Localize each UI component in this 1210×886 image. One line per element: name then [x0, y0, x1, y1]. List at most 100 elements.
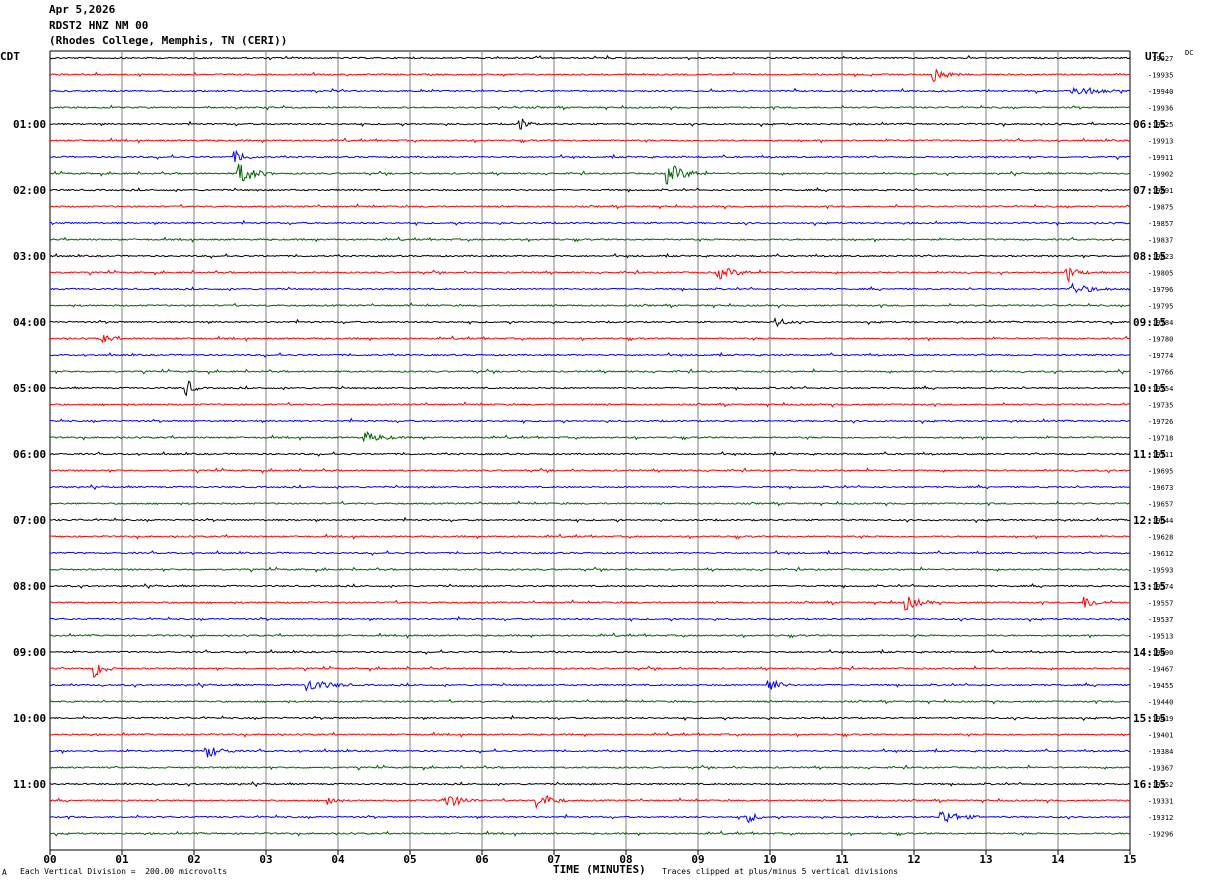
- trace-line: [49, 664, 1131, 678]
- dc-offset-label: -19774: [1148, 352, 1173, 360]
- dc-offset-label: -19936: [1148, 105, 1173, 113]
- trace-line: [49, 549, 1131, 556]
- dc-offset-label: -19711: [1148, 451, 1173, 459]
- trace-line: [49, 533, 1131, 540]
- dc-offset-label: -19891: [1148, 187, 1173, 195]
- left-time-label: 06:00: [13, 448, 46, 461]
- dc-offset-label: -19312: [1148, 814, 1173, 822]
- trace-line: [49, 368, 1131, 375]
- trace-line: [49, 648, 1131, 655]
- trace-line: [49, 417, 1131, 425]
- dc-offset-label: -19467: [1148, 666, 1173, 674]
- trace-line: [49, 351, 1131, 358]
- dc-offset-label: -19837: [1148, 237, 1173, 245]
- trace-line: [49, 186, 1131, 193]
- dc-offset-label: -19935: [1148, 72, 1173, 80]
- right-time-label: 15:15: [1133, 712, 1166, 725]
- trace-line: [49, 380, 1131, 397]
- trace-line: [49, 615, 1131, 623]
- trace-line: [49, 316, 1131, 328]
- left-time-label: 03:00: [13, 250, 46, 263]
- trace-line: [49, 679, 1131, 692]
- dc-offset-label: -19911: [1148, 154, 1173, 162]
- x-axis-title: TIME (MINUTES): [553, 863, 646, 876]
- x-tick-label: 14: [1051, 853, 1065, 866]
- dc-offset-label: -19612: [1148, 550, 1173, 558]
- right-time-label: 12:15: [1133, 514, 1166, 527]
- trace-line: [49, 794, 1131, 810]
- right-time-label: 13:15: [1133, 580, 1166, 593]
- x-tick-label: 01: [115, 853, 129, 866]
- right-time-label: 08:15: [1133, 250, 1166, 263]
- scale-note: Each Vertical Division = 200.00 microvol…: [20, 867, 228, 876]
- dc-offset-label: -19557: [1148, 600, 1173, 608]
- station-location: (Rhodes College, Memphis, TN (CERI)): [49, 34, 288, 47]
- dc-offset-label: -19695: [1148, 468, 1173, 476]
- left-time-label: 07:00: [13, 514, 46, 527]
- dc-offset-label: -19823: [1148, 253, 1173, 261]
- dc-offset-label: -19796: [1148, 286, 1173, 294]
- dc-offset-label: -19857: [1148, 220, 1173, 228]
- right-time-label: 10:15: [1133, 382, 1166, 395]
- dc-offset-label: -19784: [1148, 319, 1173, 327]
- dc-offset-label: -19537: [1148, 616, 1173, 624]
- trace-line: [49, 54, 1131, 61]
- dc-offset-label: -19628: [1148, 534, 1173, 542]
- dc-offset-label: -19574: [1148, 583, 1173, 591]
- x-tick-label: 03: [259, 853, 272, 866]
- trace-line: [49, 163, 1131, 185]
- trace-line: [49, 104, 1131, 111]
- trace-line: [49, 137, 1131, 144]
- left-time-label: 11:00: [13, 778, 46, 791]
- trace-line: [49, 69, 1131, 83]
- trace-line: [49, 566, 1131, 573]
- x-tick-label: 11: [835, 853, 849, 866]
- dc-offset-label: -19735: [1148, 402, 1173, 410]
- trace-line: [49, 236, 1131, 243]
- dc-offset-label: -19513: [1148, 633, 1173, 641]
- trace-line: [49, 500, 1131, 507]
- trace-line: [49, 483, 1131, 491]
- trace-line: [49, 334, 1131, 344]
- left-time-label: 05:00: [13, 382, 46, 395]
- dc-offset-label: -19754: [1148, 385, 1173, 393]
- dc-offset-label: -19902: [1148, 171, 1173, 179]
- station-code: RDST2 HNZ NM 00: [49, 19, 149, 32]
- right-time-label: 14:15: [1133, 646, 1166, 659]
- dc-offset-label: -19352: [1148, 781, 1173, 789]
- dc-offset-label: -19940: [1148, 88, 1173, 96]
- trace-line: [49, 698, 1131, 705]
- dc-offset-label: -19644: [1148, 517, 1173, 525]
- trace-line: [49, 731, 1131, 738]
- dc-offset-label: -19401: [1148, 732, 1173, 740]
- trace-line: [49, 810, 1131, 824]
- trace-line: [49, 266, 1131, 284]
- trace-line: [49, 632, 1131, 639]
- right-time-label: 09:15: [1133, 316, 1166, 329]
- dc-offset-label: -19875: [1148, 204, 1173, 212]
- dc-offset-label: -19766: [1148, 369, 1173, 377]
- trace-line: [49, 203, 1131, 210]
- x-tick-label: 13: [979, 853, 992, 866]
- dc-offset-label: -19455: [1148, 682, 1173, 690]
- trace-line: [49, 596, 1131, 611]
- x-tick-label: 04: [331, 853, 345, 866]
- trace-line: [49, 714, 1131, 722]
- trace-line: [49, 516, 1131, 524]
- dc-offset-label: -19490: [1148, 649, 1173, 657]
- x-tick-label: 15: [1123, 853, 1136, 866]
- x-tick-label: 07: [547, 853, 560, 866]
- dc-offset-label: -19913: [1148, 138, 1173, 146]
- dc-offset-label: -19718: [1148, 435, 1173, 443]
- right-time-label: 16:15: [1133, 778, 1166, 791]
- x-tick-label: 09: [691, 853, 704, 866]
- dc-offset-header: DC: [1185, 49, 1194, 57]
- trace-line: [49, 830, 1131, 837]
- dc-offset-label: -19726: [1148, 418, 1173, 426]
- dc-offset-label: -19296: [1148, 831, 1173, 839]
- left-time-label: 09:00: [13, 646, 46, 659]
- right-time-label: 11:15: [1133, 448, 1166, 461]
- trace-line: [49, 781, 1131, 788]
- x-tick-label: 06: [475, 853, 489, 866]
